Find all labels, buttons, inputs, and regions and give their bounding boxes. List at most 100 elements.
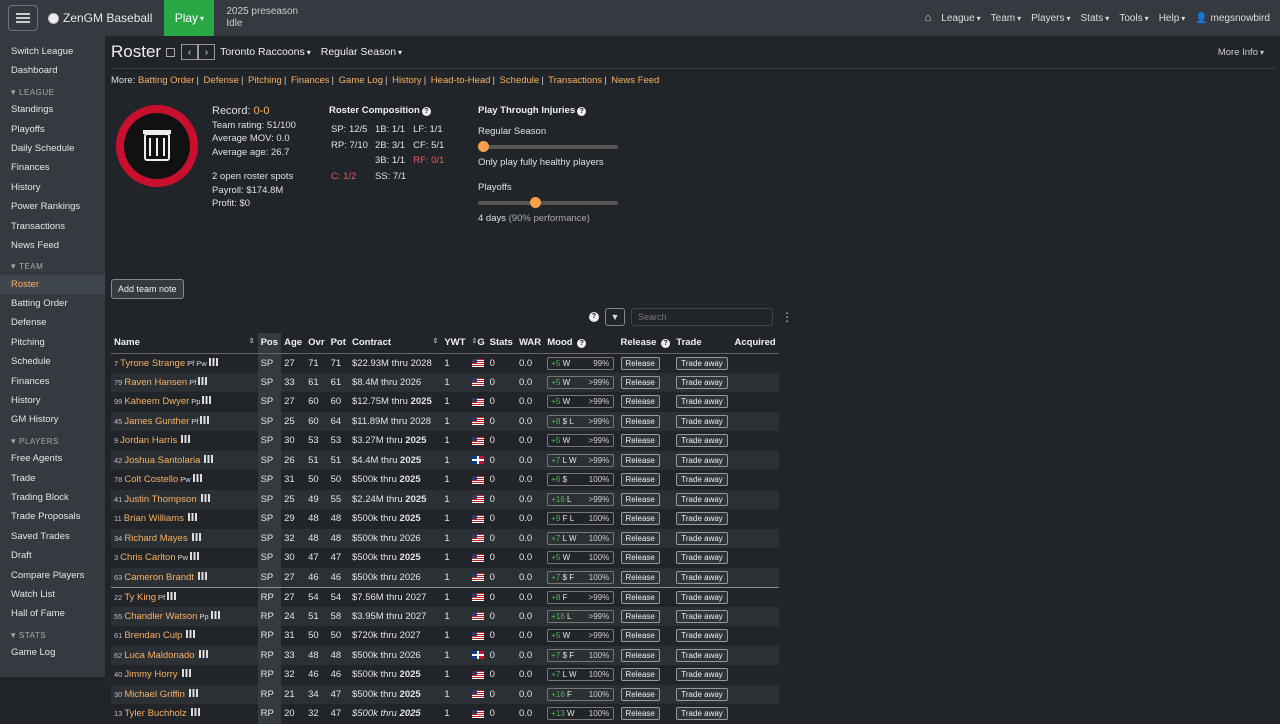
trade-away-button[interactable]: Trade away [676,551,728,565]
col-ywt[interactable]: YWT [441,333,469,354]
sidebar-section-league[interactable]: LEAGUE [0,81,105,100]
player-name-link[interactable]: Chandler Watson [124,610,198,622]
sidebar-item-defense[interactable]: Defense [11,317,47,329]
stats-bar-icon[interactable] [188,688,198,697]
nav-help[interactable]: Help [1159,13,1186,24]
more-link-finances[interactable]: Finances [290,75,330,86]
stats-bar-icon[interactable] [186,630,196,639]
add-team-note-button[interactable]: Add team note [111,279,184,299]
regular-season-slider[interactable] [478,141,618,152]
release-button[interactable]: Release [620,551,660,565]
sidebar-item-compare-players[interactable]: Compare Players [11,569,85,581]
stats-bar-icon[interactable] [198,649,208,658]
playoffs-slider[interactable] [478,197,618,208]
player-name-link[interactable]: Tyler Buchholz [124,708,187,720]
trade-away-button[interactable]: Trade away [676,473,728,487]
more-link-pitching[interactable]: Pitching [248,75,282,86]
sidebar-item-transactions[interactable]: Transactions [11,220,66,232]
col-release[interactable]: Release ? [617,333,674,354]
col-name[interactable]: Name ⇕ [111,333,258,354]
trade-away-button[interactable]: Trade away [676,609,728,623]
help-icon[interactable]: ? [421,107,431,116]
trade-away-button[interactable]: Trade away [676,707,728,721]
col-pos[interactable]: Pos [257,333,282,354]
more-link-game-log[interactable]: Game Log [338,75,384,86]
help-icon[interactable]: ? [589,312,599,322]
player-name-link[interactable]: Michael Griffin [124,688,185,700]
player-name-link[interactable]: Luca Maldonado [124,649,195,661]
release-button[interactable]: Release [620,512,660,526]
player-name-link[interactable]: Jimmy Horry [124,669,178,681]
col-war[interactable]: WAR [515,333,545,354]
release-button[interactable]: Release [620,687,660,701]
stats-bar-icon[interactable] [187,513,197,522]
mood-badge[interactable]: +7 $ F 100% [547,570,615,584]
help-icon[interactable]: ? [577,339,587,349]
sidebar-section-players[interactable]: PLAYERS [0,430,105,449]
release-button[interactable]: Release [620,707,660,721]
more-link-defense[interactable]: Defense [203,75,239,86]
player-name-link[interactable]: Brian Williams [123,513,184,525]
trade-away-button[interactable]: Trade away [676,492,728,506]
slider-knob[interactable] [478,141,489,152]
trade-away-button[interactable]: Trade away [676,668,728,682]
player-name-link[interactable]: Chris Carlton [120,552,176,564]
stats-bar-icon[interactable] [198,376,208,385]
col-stats[interactable]: Stats [486,333,516,354]
trade-away-button[interactable]: Trade away [676,512,728,526]
release-button[interactable]: Release [620,375,660,389]
nav-tools[interactable]: Tools [1119,13,1148,24]
player-name-link[interactable]: James Gunther [124,415,190,427]
stats-bar-icon[interactable] [198,571,208,580]
mood-badge[interactable]: +8 F >99% [547,590,615,604]
player-name-link[interactable]: Richard Mayes [124,532,188,544]
sidebar-item-hall-of-fame[interactable]: Hall of Fame [11,608,65,620]
mood-badge[interactable]: +13 W 100% [547,707,615,721]
brand-link[interactable]: ZenGM Baseball [48,11,152,25]
more-info-dropdown[interactable]: More Info [1218,47,1264,58]
previous-team-button[interactable]: ‹ [181,44,199,60]
mood-badge[interactable]: +5 W >99% [547,629,615,643]
stats-bar-icon[interactable] [200,415,210,424]
sidebar-item-power-rankings[interactable]: Power Rankings [11,201,81,213]
player-name-link[interactable]: Tyrone Strange [120,357,186,369]
sidebar-item-game-log[interactable]: Game Log [11,647,56,659]
release-button[interactable]: Release [620,356,660,370]
col-acquired[interactable]: Acquired [731,333,779,354]
sidebar-item-daily-schedule[interactable]: Daily Schedule [11,142,75,154]
sidebar-item-gm-history[interactable]: GM History [11,414,59,426]
release-button[interactable]: Release [620,414,660,428]
team-select[interactable]: Toronto Raccoons [220,46,311,58]
stats-bar-icon[interactable] [200,493,210,502]
help-icon[interactable]: ? [577,107,587,116]
sidebar-item-trading-block[interactable]: Trading Block [11,491,69,503]
sidebar-section-team[interactable]: TEAM [0,255,105,274]
home-icon[interactable]: ⌂ [924,12,932,24]
nav-stats[interactable]: Stats [1081,13,1110,24]
trade-away-button[interactable]: Trade away [676,395,728,409]
slider-knob[interactable] [530,197,541,208]
trade-away-button[interactable]: Trade away [676,629,728,643]
nav-league[interactable]: League [941,13,980,24]
sidebar-item-standings[interactable]: Standings [11,104,54,116]
more-link-head-to-head[interactable]: Head-to-Head [430,75,491,86]
player-name-link[interactable]: Joshua Santolaria [124,454,201,466]
mood-badge[interactable]: +16 F 100% [547,687,615,701]
sidebar-item-watch-list[interactable]: Watch List [11,588,55,600]
sidebar-item-switch-league[interactable]: Switch League [11,46,74,57]
user-menu[interactable]: 👤 megsnowbird [1195,13,1270,24]
sidebar-item-team-history[interactable]: History [11,395,41,407]
mood-badge[interactable]: +5 W 100% [547,551,615,565]
release-button[interactable]: Release [620,609,660,623]
release-button[interactable]: Release [620,453,660,467]
col-pot[interactable]: Pot [327,333,349,354]
help-icon[interactable]: ? [661,339,671,349]
trade-away-button[interactable]: Trade away [676,570,728,584]
trade-away-button[interactable]: Trade away [676,590,728,604]
release-button[interactable]: Release [620,570,660,584]
release-button[interactable]: Release [620,531,660,545]
sidebar-item-batting-order[interactable]: Batting Order [11,298,68,310]
sidebar-item-league-history[interactable]: History [11,181,41,193]
stats-bar-icon[interactable] [202,396,212,405]
player-name-link[interactable]: Brendan Culp [124,630,183,642]
